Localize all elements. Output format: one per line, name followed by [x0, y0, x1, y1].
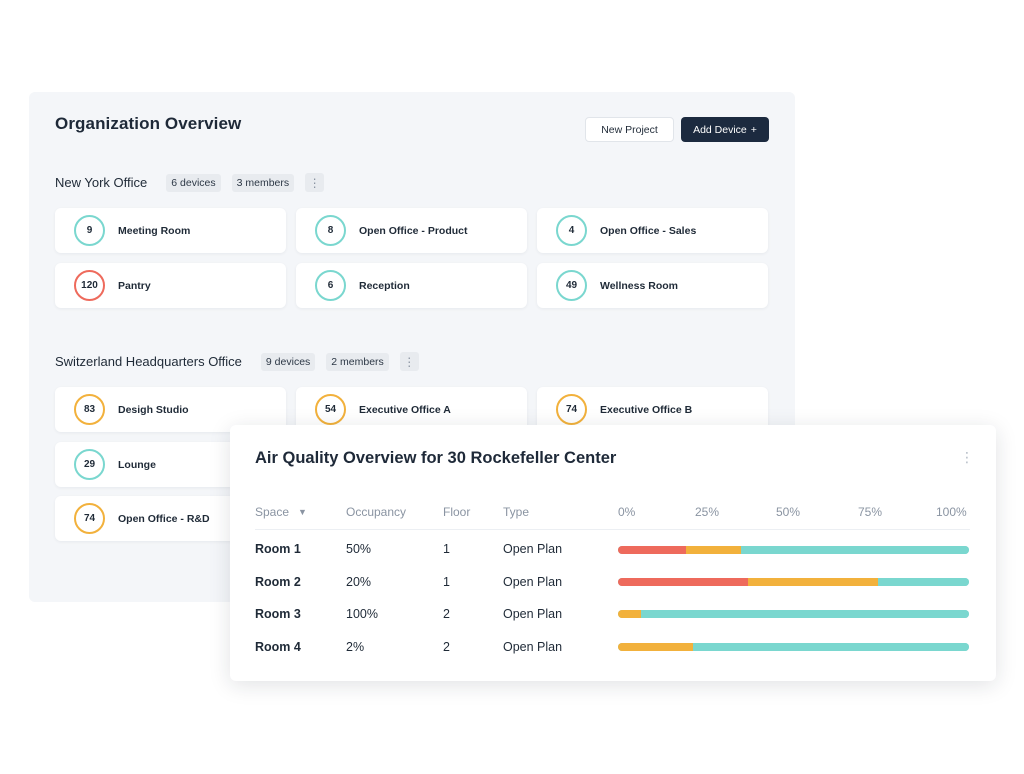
page-title: Organization Overview: [55, 114, 242, 133]
air-quality-title: Air Quality Overview for 30 Rockefeller …: [255, 449, 617, 467]
bar-segment-orange: [747, 578, 878, 586]
bar-segment-orange: [618, 610, 641, 618]
air-quality-ring: 8: [315, 215, 346, 246]
bar-segment-orange: [618, 643, 694, 651]
column-header-occupancy[interactable]: Occupancy: [346, 505, 407, 519]
room-name: Reception: [359, 279, 410, 292]
air-quality-ring: 49: [556, 270, 587, 301]
new-project-button[interactable]: New Project: [585, 117, 674, 142]
room-card-wellness-room[interactable]: 49 Wellness Room: [537, 263, 768, 308]
bar-segment-red: [618, 546, 687, 554]
scale-label-75: 75%: [858, 505, 883, 519]
caret-down-icon: ▼: [298, 507, 307, 517]
row-space: Room 3: [255, 607, 301, 621]
devices-count-badge: 6 devices: [166, 173, 221, 192]
bar-segment-teal: [693, 643, 969, 651]
members-count-badge: 2 members: [326, 352, 389, 371]
row-type: Open Plan: [503, 542, 563, 556]
air-quality-ring: 83: [74, 394, 105, 425]
add-device-button[interactable]: Add Device +: [681, 117, 769, 142]
air-quality-ring: 9: [74, 215, 105, 246]
office-name: New York Office: [55, 175, 148, 190]
table-divider: [255, 529, 970, 530]
devices-count-badge: 9 devices: [260, 352, 316, 371]
row-occupancy: 20%: [346, 575, 372, 589]
column-header-type[interactable]: Type: [503, 505, 530, 519]
row-floor: 1: [443, 575, 450, 589]
scale-label-25: 25%: [695, 505, 720, 519]
room-card-executive-office-b[interactable]: 74 Executive Office B: [537, 387, 768, 432]
row-space: Room 1: [255, 542, 301, 556]
room-card-executive-office-a[interactable]: 54 Executive Office A: [296, 387, 527, 432]
room-name: Lounge: [118, 458, 156, 471]
scale-label-100: 100%: [936, 505, 967, 519]
office-menu-kebab-icon[interactable]: ⋮: [399, 352, 419, 371]
air-quality-overview-panel: Air Quality Overview for 30 Rockefeller …: [230, 425, 996, 681]
room-name: Open Office - Product: [359, 224, 468, 237]
room-name: Open Office - R&D: [118, 512, 210, 525]
row-occupancy: 2%: [346, 640, 365, 654]
room-name: Desigh Studio: [118, 403, 189, 416]
column-header-floor[interactable]: Floor: [443, 505, 471, 519]
room-card-meeting-room[interactable]: 9 Meeting Room: [55, 208, 286, 253]
row-type: Open Plan: [503, 640, 563, 654]
row-type: Open Plan: [503, 607, 563, 621]
room-card-open-office-sales[interactable]: 4 Open Office - Sales: [537, 208, 768, 253]
air-quality-bar: [618, 643, 969, 651]
air-quality-ring: 6: [315, 270, 346, 301]
air-quality-ring: 74: [74, 503, 105, 534]
row-floor: 2: [443, 607, 450, 621]
room-name: Meeting Room: [118, 224, 191, 237]
room-card-pantry[interactable]: 120 Pantry: [55, 263, 286, 308]
room-name: Open Office - Sales: [600, 224, 697, 237]
office-menu-kebab-icon[interactable]: ⋮: [305, 173, 325, 192]
air-quality-bar: [618, 578, 969, 586]
add-device-label: Add Device: [693, 123, 747, 136]
row-floor: 1: [443, 542, 450, 556]
bar-segment-teal: [877, 578, 969, 586]
bar-segment-teal: [640, 610, 969, 618]
air-quality-bar: [618, 610, 969, 618]
office-name: Switzerland Headquarters Office: [55, 354, 242, 369]
air-quality-bar: [618, 546, 969, 554]
column-header-space-label: Space: [255, 505, 290, 519]
bar-segment-orange: [686, 546, 741, 554]
row-space: Room 4: [255, 640, 301, 654]
new-project-label: New Project: [601, 123, 658, 136]
row-floor: 2: [443, 640, 450, 654]
members-count-badge: 3 members: [231, 173, 295, 192]
row-space: Room 2: [255, 575, 301, 589]
row-occupancy: 100%: [346, 607, 378, 621]
room-name: Executive Office A: [359, 403, 451, 416]
column-header-space[interactable]: Space ▼: [255, 505, 307, 519]
row-occupancy: 50%: [346, 542, 372, 556]
air-quality-ring: 29: [74, 449, 105, 480]
air-quality-ring: 74: [556, 394, 587, 425]
room-name: Executive Office B: [600, 403, 693, 416]
air-quality-ring: 54: [315, 394, 346, 425]
office-header-new-york: New York Office 6 devices 3 members ⋮: [55, 173, 325, 192]
bar-segment-teal: [740, 546, 969, 554]
room-card-desigh-studio[interactable]: 83 Desigh Studio: [55, 387, 286, 432]
room-name: Wellness Room: [600, 279, 678, 292]
air-quality-ring: 120: [74, 270, 105, 301]
room-name: Pantry: [118, 279, 151, 292]
room-card-open-office-product[interactable]: 8 Open Office - Product: [296, 208, 527, 253]
room-card-reception[interactable]: 6 Reception: [296, 263, 527, 308]
row-type: Open Plan: [503, 575, 563, 589]
scale-label-0: 0%: [618, 505, 636, 519]
scale-label-50: 50%: [776, 505, 801, 519]
air-quality-ring: 4: [556, 215, 587, 246]
bar-segment-red: [618, 578, 748, 586]
plus-icon: +: [750, 123, 757, 136]
office-header-switzerland: Switzerland Headquarters Office 9 device…: [55, 352, 419, 371]
more-vertical-icon[interactable]: ⋮: [960, 449, 974, 465]
